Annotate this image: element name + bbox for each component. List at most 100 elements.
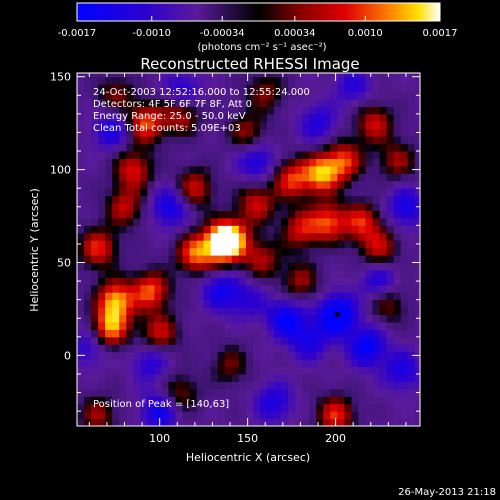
image-pixel [365, 136, 374, 145]
image-pixel [316, 262, 324, 271]
image-pixel [330, 329, 338, 338]
image-pixel [252, 128, 261, 137]
image-pixel [266, 121, 275, 130]
image-pixel [386, 314, 395, 323]
image-pixel [196, 76, 205, 85]
image-pixel [140, 165, 148, 174]
image-pixel [330, 158, 338, 167]
image-pixel [407, 210, 416, 219]
image-pixel [133, 99, 141, 107]
image-pixel [245, 381, 254, 390]
image-pixel [323, 314, 331, 323]
image-pixel [337, 76, 345, 85]
image-pixel [288, 203, 296, 211]
image-pixel [196, 121, 205, 130]
image-pixel [393, 188, 402, 197]
image-pixel [189, 321, 198, 330]
image-pixel [161, 262, 169, 271]
image-pixel [393, 158, 402, 167]
image-pixel [196, 321, 205, 330]
image-pixel [245, 158, 254, 167]
image-pixel [168, 262, 177, 271]
image-pixel [182, 388, 191, 397]
image-pixel [295, 366, 303, 375]
image-pixel [245, 307, 254, 316]
image-pixel [295, 106, 303, 115]
image-pixel [210, 91, 219, 100]
image-pixel [84, 277, 92, 286]
image-pixel [351, 262, 359, 271]
image-pixel [414, 262, 420, 271]
image-pixel [316, 217, 324, 226]
image-pixel [407, 277, 416, 286]
image-pixel [407, 381, 416, 390]
image-pixel [344, 262, 352, 271]
image-pixel [238, 344, 247, 353]
image-pixel [147, 418, 155, 426]
image-pixel [91, 91, 99, 100]
image-pixel [379, 76, 388, 85]
image-pixel [393, 411, 402, 420]
image-pixel [344, 173, 352, 182]
image-pixel [182, 351, 191, 360]
image-pixel [84, 314, 92, 323]
image-pixel [323, 113, 331, 122]
image-pixel [372, 203, 381, 211]
image-pixel [119, 210, 127, 219]
image-pixel [365, 121, 374, 130]
image-pixel [407, 373, 416, 382]
image-pixel [266, 165, 275, 174]
image-pixel [84, 329, 92, 338]
image-pixel [175, 73, 184, 78]
image-pixel [91, 106, 99, 115]
image-pixel [330, 188, 338, 197]
image-pixel [337, 269, 345, 278]
image-pixel [309, 188, 317, 197]
image-pixel [161, 76, 169, 85]
image-pixel [133, 255, 141, 263]
image-pixel [140, 91, 148, 100]
image-pixel [365, 255, 374, 263]
image-pixel [126, 247, 134, 256]
image-pixel [175, 262, 184, 271]
image-pixel [344, 128, 352, 137]
image-pixel [372, 269, 381, 278]
image-pixel [189, 247, 198, 256]
image-pixel [224, 329, 233, 338]
image-pixel [302, 195, 310, 204]
image-pixel [288, 292, 296, 301]
image-pixel [224, 165, 233, 174]
image-pixel [323, 136, 331, 145]
image-pixel [133, 180, 141, 189]
image-pixel [295, 165, 303, 174]
image-pixel [407, 73, 416, 78]
image-pixel [147, 359, 155, 368]
image-pixel [189, 173, 198, 182]
image-pixel [393, 299, 402, 308]
image-pixel [238, 151, 247, 159]
image-pixel [203, 203, 212, 211]
image-pixel [231, 165, 240, 174]
image-pixel [217, 99, 226, 107]
image-pixel [330, 128, 338, 137]
image-pixel [266, 255, 275, 263]
image-pixel [407, 99, 416, 107]
image-pixel [126, 240, 134, 249]
image-pixel [351, 269, 359, 278]
image-pixel [358, 366, 366, 375]
image-pixel [400, 269, 409, 278]
image-pixel [133, 366, 141, 375]
image-pixel [344, 314, 352, 323]
image-pixel [217, 76, 226, 85]
image-pixel [140, 344, 148, 353]
image-pixel [351, 284, 359, 293]
image-pixel [189, 136, 198, 145]
image-pixel [252, 106, 261, 115]
image-pixel [119, 232, 127, 241]
image-pixel [196, 99, 205, 107]
image-pixel [266, 381, 275, 390]
image-pixel [407, 113, 416, 122]
image-pixel [210, 217, 219, 226]
image-pixel [365, 366, 374, 375]
image-pixel [344, 121, 352, 130]
